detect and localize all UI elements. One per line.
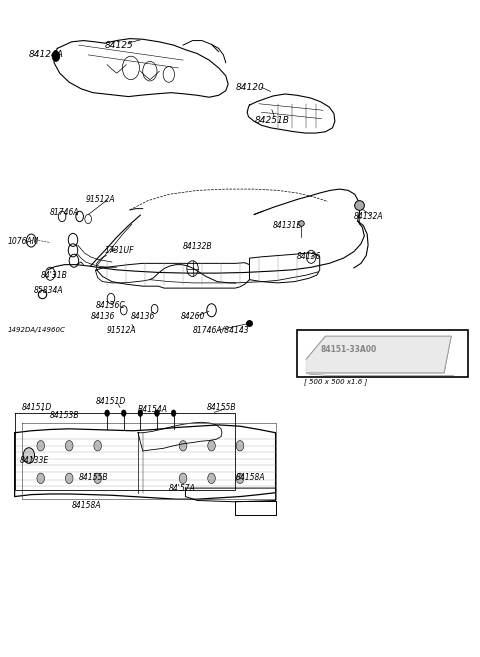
Text: B4154A: B4154A (138, 405, 168, 415)
Bar (297, 330, 468, 377)
Circle shape (138, 410, 143, 417)
Text: 84158A: 84158A (235, 472, 265, 482)
Text: 84132B: 84132B (183, 242, 213, 251)
Circle shape (208, 473, 216, 484)
Text: 84151-33A00: 84151-33A00 (321, 345, 377, 354)
Text: 84132A: 84132A (354, 212, 384, 221)
Circle shape (94, 441, 101, 451)
Circle shape (208, 441, 216, 451)
Text: 91512A: 91512A (107, 326, 137, 335)
Text: 84151D: 84151D (22, 403, 52, 413)
Circle shape (236, 473, 244, 484)
Text: 1492DA/14960C: 1492DA/14960C (8, 327, 65, 334)
Text: 84136: 84136 (131, 312, 155, 321)
Circle shape (179, 473, 187, 484)
Circle shape (94, 473, 101, 484)
Text: 84251B: 84251B (254, 116, 289, 125)
Text: 84136: 84136 (91, 312, 115, 321)
Circle shape (105, 410, 109, 417)
Text: 84136: 84136 (297, 252, 321, 261)
Text: 84'31B: 84'31B (41, 271, 68, 280)
Text: 85834A: 85834A (34, 286, 63, 295)
Circle shape (179, 441, 187, 451)
Text: 81746A/84143: 81746A/84143 (192, 326, 249, 335)
Text: 84131B: 84131B (273, 221, 303, 230)
Circle shape (65, 441, 73, 451)
Text: 84158A: 84158A (72, 501, 101, 510)
Circle shape (37, 441, 45, 451)
Text: 84153B: 84153B (50, 411, 80, 420)
Text: 91512A: 91512A (86, 195, 115, 204)
Text: [ 500 x 500 x1.6 ]: [ 500 x 500 x1.6 ] (304, 378, 367, 385)
Text: 84260: 84260 (180, 312, 205, 321)
Text: 84136C: 84136C (96, 300, 125, 309)
Circle shape (171, 410, 176, 417)
Text: 84'57A: 84'57A (169, 484, 196, 493)
Text: 1731UF: 1731UF (105, 246, 134, 255)
Circle shape (65, 473, 73, 484)
Circle shape (37, 473, 45, 484)
Text: 81746A: 81746A (50, 208, 80, 217)
Polygon shape (306, 336, 451, 373)
Text: 84133E: 84133E (19, 455, 48, 464)
Circle shape (52, 51, 60, 61)
Circle shape (155, 410, 159, 417)
Text: 84155B: 84155B (79, 472, 108, 482)
Text: 84155B: 84155B (207, 403, 237, 413)
Text: 84120: 84120 (235, 83, 264, 92)
Circle shape (23, 447, 35, 463)
Circle shape (236, 441, 244, 451)
Circle shape (121, 410, 126, 417)
Text: 84125: 84125 (105, 41, 133, 50)
Text: 84151D: 84151D (96, 397, 126, 406)
Text: 1076AM: 1076AM (8, 237, 39, 246)
Text: 84124A: 84124A (29, 51, 64, 59)
